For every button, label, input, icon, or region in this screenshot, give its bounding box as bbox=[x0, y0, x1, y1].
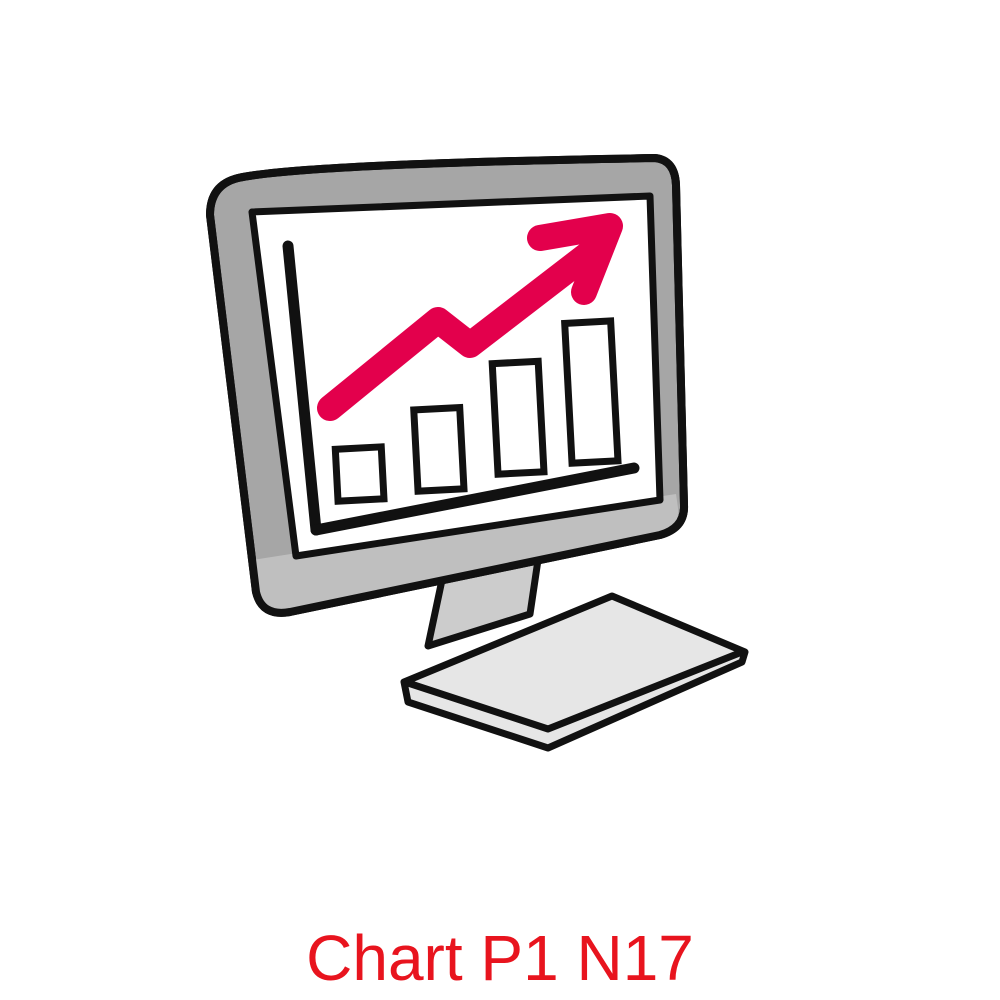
x-axis bbox=[310, 462, 640, 536]
chart bbox=[282, 213, 640, 536]
chart-bar-1 bbox=[331, 443, 388, 505]
chart-bar-4 bbox=[561, 317, 622, 467]
chart-bar-3 bbox=[488, 357, 548, 478]
chart-bar-2 bbox=[410, 403, 468, 495]
y-axis bbox=[282, 240, 322, 536]
trend-up-arrow-icon bbox=[317, 213, 623, 421]
caption: Chart P1 N17 bbox=[306, 922, 694, 994]
keyboard-icon bbox=[400, 592, 749, 752]
